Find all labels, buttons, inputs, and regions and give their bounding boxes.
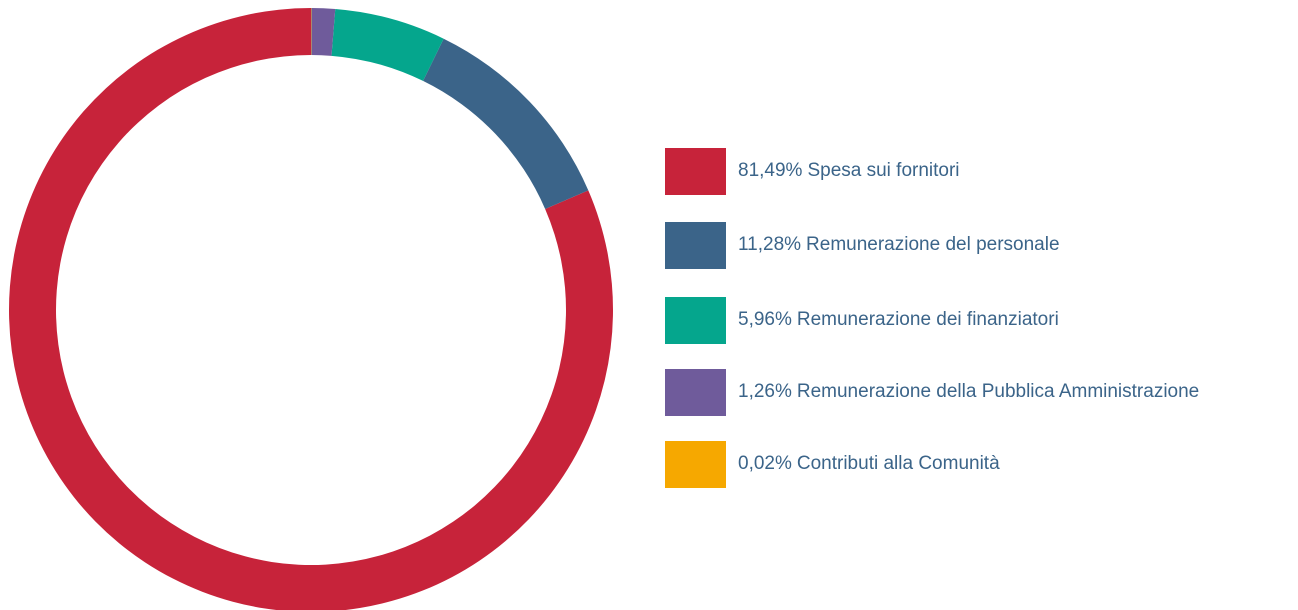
legend-name: Remunerazione dei finanziatori [797, 309, 1059, 330]
donut-segment [331, 8, 444, 81]
legend-value: 1,26% [738, 381, 792, 402]
legend-swatch [665, 369, 726, 416]
legend-label: 5,96% Remunerazione dei finanziatori [738, 309, 1059, 330]
donut-segment [311, 8, 336, 56]
legend-name: Spesa sui fornitori [807, 160, 959, 181]
legend-swatch [665, 222, 726, 269]
legend-value: 0,02% [738, 453, 792, 474]
legend-label: 11,28% Remunerazione del personale [738, 234, 1060, 255]
legend-label: 81,49% Spesa sui fornitori [738, 160, 960, 181]
legend-name: Remunerazione del personale [806, 234, 1060, 255]
legend-label: 0,02% Contributi alla Comunità [738, 453, 1000, 474]
legend-value: 81,49% [738, 160, 803, 181]
legend-value: 5,96% [738, 309, 792, 330]
legend-swatch [665, 297, 726, 344]
legend-name: Contributi alla Comunità [797, 453, 1000, 474]
legend-value: 11,28% [738, 234, 801, 255]
legend-swatch [665, 148, 726, 195]
donut-segment [423, 38, 589, 209]
legend-swatch [665, 441, 726, 488]
legend-label: 1,26% Remunerazione della Pubblica Ammini… [738, 381, 1199, 402]
legend-name: Remunerazione della Pubblica Amministraz… [797, 381, 1199, 402]
